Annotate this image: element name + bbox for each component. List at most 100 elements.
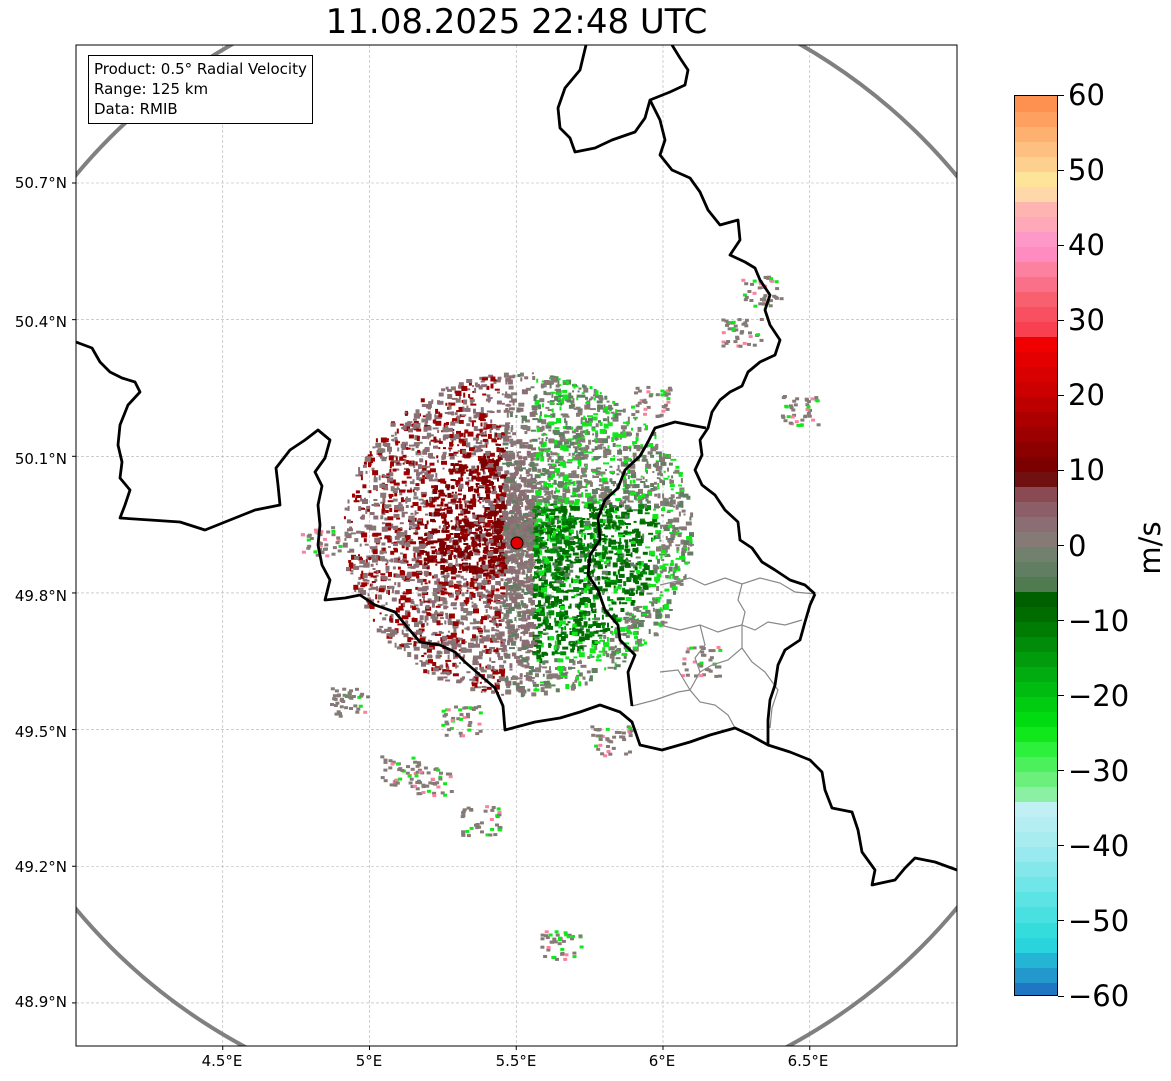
- echo-pixel: [624, 514, 628, 520]
- echo-pixel: [498, 676, 505, 682]
- echo-pixel: [544, 503, 548, 507]
- echo-pixel: [595, 423, 599, 428]
- echo-pixel: [484, 513, 489, 517]
- echo-pixel: [670, 533, 676, 539]
- echo-pixel: [564, 632, 567, 635]
- echo-pixel: [428, 659, 433, 664]
- echo-pixel: [523, 675, 526, 677]
- echo-pixel: [538, 634, 541, 637]
- echo-pixel: [469, 622, 474, 625]
- echo-pixel: [677, 501, 681, 504]
- echo-pixel: [459, 525, 466, 529]
- echo-pixel: [680, 492, 684, 497]
- echo-pixel: [588, 497, 591, 501]
- echo-pixel: [422, 610, 428, 614]
- echo-pixel: [643, 582, 648, 585]
- echo-pixel: [452, 652, 455, 656]
- echo-pixel: [454, 533, 461, 538]
- echo-pixel: [463, 392, 466, 398]
- echo-pixel: [382, 497, 386, 503]
- echo-pixel: [413, 491, 417, 496]
- echo-pixel: [378, 455, 383, 457]
- echo-pixel: [508, 511, 515, 514]
- echo-pixel: [402, 553, 407, 559]
- echo-pixel: [396, 428, 399, 434]
- echo-pixel: [555, 487, 558, 490]
- echo-pixel: [609, 465, 613, 468]
- echo-pixel: [526, 426, 531, 432]
- echo-pixel: [632, 442, 635, 446]
- echo-pixel: [645, 546, 651, 549]
- echo-pixel: [534, 532, 541, 536]
- echo-pixel: [569, 512, 572, 518]
- echo-pixel: [399, 489, 406, 493]
- echo-pixel: [490, 587, 495, 590]
- echo-pixel: [522, 645, 529, 650]
- echo-pixel: [485, 528, 491, 531]
- echo-pixel: [575, 575, 578, 579]
- echo-pixel: [445, 544, 450, 550]
- echo-pixel: [500, 516, 506, 521]
- echo-pixel: [536, 518, 542, 523]
- echo-pixel: [569, 563, 574, 568]
- echo-pixel: [609, 607, 614, 611]
- echo-pixel: [561, 672, 568, 677]
- echo-pixel: [453, 554, 456, 559]
- echo-pixel: [469, 399, 475, 403]
- echo-pixel: [638, 560, 644, 566]
- echo-pixel: [524, 485, 530, 488]
- echo-pixel: [446, 634, 449, 637]
- echo-pixel: [426, 648, 432, 653]
- echo-pixel: [589, 648, 596, 654]
- echo-pixel: [496, 425, 502, 428]
- echo-pixel: [412, 523, 418, 527]
- echo-pixel: [485, 580, 492, 585]
- echo-pixel: [469, 567, 473, 573]
- echo-pixel: [553, 479, 557, 485]
- echo-pixel: [486, 529, 489, 532]
- echo-pixel: [616, 444, 622, 447]
- echo-pixel: [481, 649, 486, 653]
- echo-pixel: [612, 483, 615, 487]
- echo-pixel: [483, 572, 490, 577]
- echo-pixel: [565, 488, 568, 493]
- echo-pixel: [592, 433, 595, 436]
- echo-pixel: [604, 565, 607, 569]
- echo-pixel: [566, 482, 572, 485]
- echo-pixel: [597, 581, 600, 585]
- echo-pixel: [618, 597, 625, 601]
- echo-pixel: [481, 479, 486, 484]
- echo-pixel: [578, 461, 582, 467]
- echo-pixel: [608, 550, 614, 554]
- echo-pixel: [487, 467, 493, 471]
- echo-pixel: [511, 531, 515, 537]
- echo-pixel: [405, 620, 409, 625]
- echo-pixel: [533, 527, 540, 531]
- echo-pixel: [405, 500, 408, 504]
- echo-pixel: [408, 444, 415, 447]
- echo-pixel: [556, 587, 562, 593]
- echo-pixel: [645, 463, 652, 469]
- echo-pixel: [584, 489, 588, 492]
- echo-pixel: [469, 447, 475, 452]
- echo-pixel: [513, 585, 516, 587]
- echo-pixel: [411, 606, 416, 611]
- echo-pixel: [623, 617, 627, 620]
- echo-pixel: [480, 690, 483, 693]
- echo-pixel: [627, 416, 630, 422]
- echo-pixel: [427, 670, 430, 675]
- echo-pixel: [623, 512, 630, 515]
- echo-pixel: [586, 584, 592, 587]
- echo-pixel: [503, 607, 510, 610]
- echo-pixel: [633, 646, 638, 650]
- echo-pixel: [537, 418, 543, 423]
- echo-pixel: [485, 609, 488, 613]
- echo-pixel: [451, 526, 457, 530]
- echo-pixel: [519, 562, 525, 566]
- echo-pixel: [604, 486, 610, 492]
- echo-pixel: [513, 471, 518, 475]
- echo-pixel: [593, 413, 599, 416]
- echo-pixel: [571, 579, 574, 584]
- echo-pixel: [648, 613, 652, 619]
- echo-pixel: [689, 532, 694, 538]
